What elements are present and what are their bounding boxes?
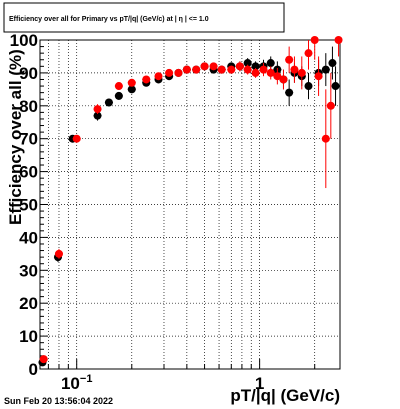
data-point xyxy=(217,65,226,74)
data-point xyxy=(209,62,218,71)
data-point xyxy=(93,105,102,114)
data-point xyxy=(326,101,335,110)
data-point xyxy=(227,65,236,74)
data-point xyxy=(321,65,330,74)
data-markers xyxy=(38,36,343,367)
data-point xyxy=(259,65,268,74)
data-point xyxy=(243,65,252,74)
data-point xyxy=(279,75,288,84)
data-point xyxy=(314,72,323,81)
data-point xyxy=(273,72,282,81)
data-point xyxy=(321,134,330,143)
data-point xyxy=(310,36,319,44)
y-tick-label: 60 xyxy=(19,163,38,182)
data-point xyxy=(127,78,136,87)
data-point xyxy=(54,249,63,258)
title-frame xyxy=(3,2,285,33)
data-point xyxy=(154,72,163,81)
x-axis-label: pT/|q| (GeV/c) xyxy=(230,386,340,405)
data-point xyxy=(304,49,313,58)
data-point xyxy=(266,59,275,68)
data-point xyxy=(165,68,174,77)
data-point xyxy=(297,68,306,77)
y-tick-label: 30 xyxy=(19,261,38,280)
data-point xyxy=(192,65,201,74)
data-point xyxy=(39,355,48,364)
data-point xyxy=(334,36,343,44)
y-tick-label: 90 xyxy=(19,64,38,83)
data-point xyxy=(251,62,260,71)
data-point xyxy=(331,82,340,91)
y-tick-label: 20 xyxy=(19,294,38,313)
data-point xyxy=(72,134,81,143)
data-point xyxy=(285,55,294,64)
data-point xyxy=(127,85,136,94)
chart-title: Efficiency over all for Primary vs pT/|q… xyxy=(9,16,209,23)
axes: 0 10 20 30 40 50 60 70 80 90 100 10−1 1 xyxy=(10,31,341,393)
grid-lines xyxy=(40,40,340,369)
timestamp: Sun Feb 20 13:56:04 2022 xyxy=(4,396,113,406)
y-tick-label: 10 xyxy=(19,327,38,346)
data-point xyxy=(235,62,244,71)
data-point xyxy=(174,68,183,77)
x-tick-label: 1 xyxy=(255,374,264,393)
y-tick-label: 70 xyxy=(19,130,38,149)
data-point xyxy=(93,111,102,120)
data-point xyxy=(182,65,191,74)
y-tick-label: 0 xyxy=(29,360,38,379)
y-tick-label: 50 xyxy=(19,196,38,215)
y-tick-label: 40 xyxy=(19,228,38,247)
data-point xyxy=(114,82,123,91)
y-axis-label: Efficiency over all (%) xyxy=(6,49,25,225)
data-point xyxy=(142,75,151,84)
data-point xyxy=(243,59,252,68)
data-point xyxy=(290,65,299,74)
data-point xyxy=(114,91,123,100)
data-point xyxy=(285,88,294,97)
data-point xyxy=(200,62,209,71)
x-tick-label: 10−1 xyxy=(61,373,92,393)
data-point xyxy=(328,59,337,68)
y-tick-label: 100 xyxy=(10,31,38,50)
y-tick-label: 80 xyxy=(19,97,38,116)
title-box: Efficiency over all for Primary vs pT/|q… xyxy=(3,2,285,33)
data-point xyxy=(104,98,113,107)
data-point xyxy=(266,68,275,77)
data-point xyxy=(251,68,260,77)
data-point xyxy=(304,82,313,91)
